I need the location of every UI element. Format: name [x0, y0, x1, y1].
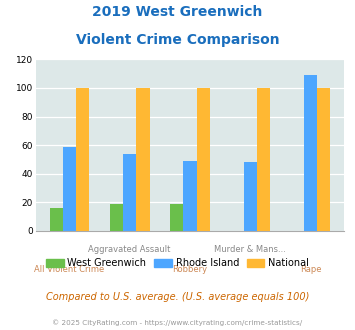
- Text: © 2025 CityRating.com - https://www.cityrating.com/crime-statistics/: © 2025 CityRating.com - https://www.city…: [53, 319, 302, 326]
- Text: Violent Crime Comparison: Violent Crime Comparison: [76, 33, 279, 47]
- Text: 2019 West Greenwich: 2019 West Greenwich: [92, 5, 263, 19]
- Bar: [63, 147, 76, 231]
- Text: Compared to U.S. average. (U.S. average equals 100): Compared to U.S. average. (U.S. average …: [46, 292, 309, 302]
- Bar: [257, 88, 270, 231]
- Bar: [136, 88, 149, 231]
- Bar: [76, 88, 89, 231]
- Bar: [170, 204, 183, 231]
- Legend: West Greenwich, Rhode Island, National: West Greenwich, Rhode Island, National: [42, 254, 313, 272]
- Text: All Violent Crime: All Violent Crime: [34, 265, 104, 274]
- Bar: [183, 161, 197, 231]
- Bar: [304, 75, 317, 231]
- Text: Rape: Rape: [300, 265, 321, 274]
- Bar: [110, 204, 123, 231]
- Text: Robbery: Robbery: [173, 265, 207, 274]
- Bar: [317, 88, 330, 231]
- Text: Murder & Mans...: Murder & Mans...: [214, 245, 286, 254]
- Bar: [50, 208, 63, 231]
- Bar: [123, 154, 136, 231]
- Text: Aggravated Assault: Aggravated Assault: [88, 245, 171, 254]
- Bar: [197, 88, 210, 231]
- Bar: [244, 162, 257, 231]
